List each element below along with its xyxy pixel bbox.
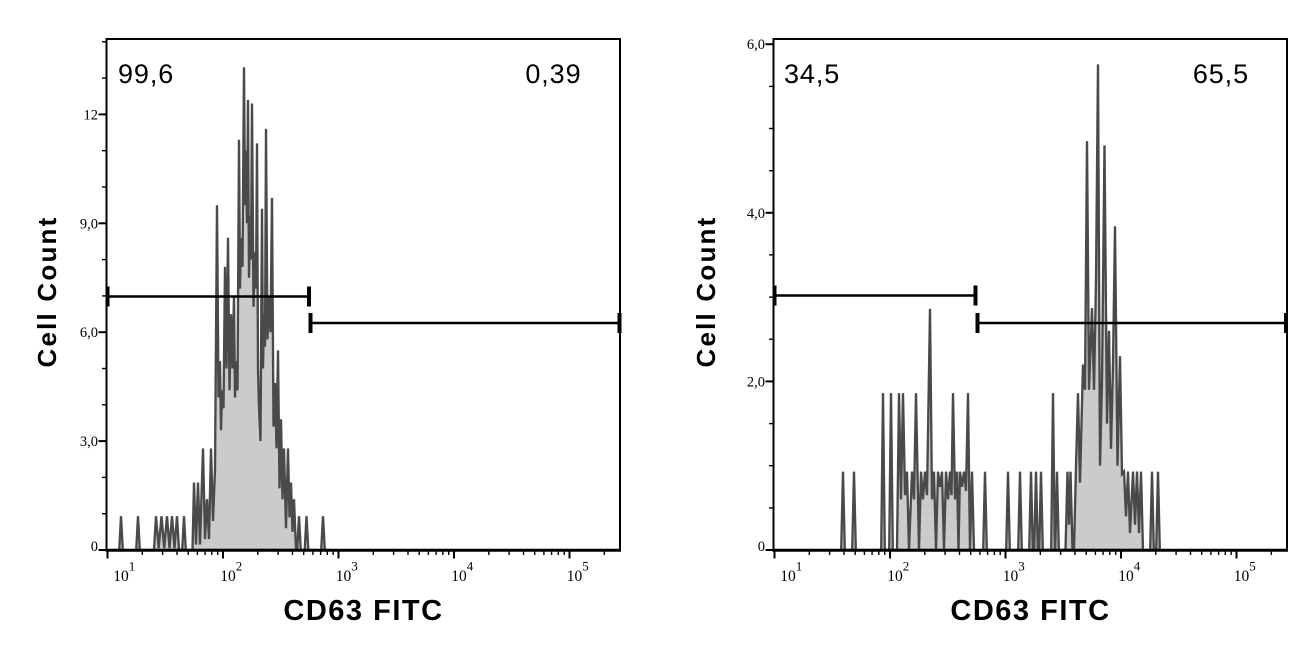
svg-text:10: 10 bbox=[1234, 568, 1250, 585]
svg-text:3: 3 bbox=[351, 559, 358, 574]
svg-text:10: 10 bbox=[887, 568, 903, 585]
svg-text:10: 10 bbox=[336, 568, 352, 585]
svg-text:10: 10 bbox=[1003, 568, 1019, 585]
svg-text:6,0: 6,0 bbox=[747, 37, 765, 53]
svg-text:CD63 FITC: CD63 FITC bbox=[283, 595, 443, 627]
svg-text:3: 3 bbox=[1018, 559, 1025, 574]
svg-text:34,5: 34,5 bbox=[784, 59, 840, 89]
svg-text:9,0: 9,0 bbox=[80, 216, 98, 232]
svg-text:10: 10 bbox=[113, 568, 129, 585]
svg-text:10: 10 bbox=[567, 568, 583, 585]
svg-text:4: 4 bbox=[1134, 559, 1141, 574]
svg-text:2: 2 bbox=[236, 559, 243, 574]
svg-text:CD63 FITC: CD63 FITC bbox=[950, 595, 1110, 627]
svg-text:10: 10 bbox=[451, 568, 467, 585]
svg-text:Cell Count: Cell Count bbox=[32, 216, 62, 368]
svg-text:12: 12 bbox=[84, 107, 99, 123]
svg-text:0: 0 bbox=[758, 539, 765, 555]
svg-text:0,39: 0,39 bbox=[525, 59, 581, 89]
svg-text:1: 1 bbox=[796, 559, 803, 574]
svg-text:6,0: 6,0 bbox=[80, 325, 98, 341]
svg-text:Cell Count: Cell Count bbox=[691, 216, 721, 368]
svg-text:4,0: 4,0 bbox=[747, 206, 765, 222]
svg-text:5: 5 bbox=[1249, 559, 1256, 574]
svg-text:2,0: 2,0 bbox=[747, 374, 765, 390]
svg-text:0: 0 bbox=[91, 539, 98, 555]
svg-text:10: 10 bbox=[1118, 568, 1134, 585]
svg-text:10: 10 bbox=[220, 568, 236, 585]
svg-text:10: 10 bbox=[780, 568, 796, 585]
svg-text:5: 5 bbox=[582, 559, 589, 574]
svg-text:4: 4 bbox=[467, 559, 474, 574]
svg-text:1: 1 bbox=[129, 559, 136, 574]
svg-text:65,5: 65,5 bbox=[1193, 59, 1249, 89]
svg-text:3,0: 3,0 bbox=[80, 434, 98, 450]
svg-text:99,6: 99,6 bbox=[118, 59, 174, 89]
svg-text:2: 2 bbox=[903, 559, 910, 574]
